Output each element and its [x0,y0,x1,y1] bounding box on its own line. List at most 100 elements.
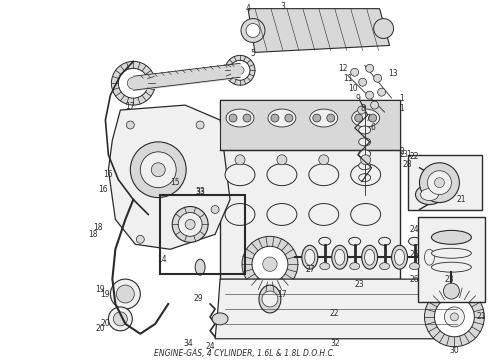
Circle shape [242,237,298,292]
Text: 23: 23 [355,280,365,289]
Text: 2: 2 [399,147,404,156]
Ellipse shape [302,245,318,269]
Text: 12: 12 [338,64,347,73]
Text: 10: 10 [348,84,358,93]
Circle shape [235,155,245,165]
Bar [408,155,482,210]
Circle shape [351,68,359,76]
Text: 4: 4 [245,4,250,13]
Text: 13: 13 [388,69,397,78]
Circle shape [285,114,293,122]
Circle shape [263,257,277,271]
Text: 18: 18 [89,230,98,239]
Ellipse shape [365,249,375,265]
Circle shape [140,152,176,188]
Circle shape [435,178,444,188]
Ellipse shape [268,109,296,127]
Circle shape [119,68,148,98]
Ellipse shape [409,237,420,245]
Ellipse shape [212,313,228,325]
Text: 16: 16 [98,185,108,194]
Text: 11: 11 [343,74,352,83]
Circle shape [113,312,127,326]
Text: 21: 21 [477,312,486,321]
Circle shape [110,279,140,309]
Circle shape [435,297,474,337]
Text: 17: 17 [125,102,135,111]
Circle shape [419,163,460,203]
Circle shape [327,114,335,122]
Text: 20: 20 [96,324,105,333]
Ellipse shape [352,109,380,127]
Ellipse shape [359,150,370,158]
Circle shape [151,163,165,177]
Circle shape [427,171,451,195]
Ellipse shape [319,237,331,245]
Text: 28: 28 [403,160,412,169]
Text: 6: 6 [370,123,375,132]
Ellipse shape [351,203,381,225]
Text: 33: 33 [195,188,205,197]
Text: 7: 7 [365,113,370,122]
Circle shape [374,19,393,39]
Ellipse shape [379,237,391,245]
Circle shape [271,114,279,122]
Ellipse shape [225,203,255,225]
Bar [220,100,399,279]
Text: 30: 30 [449,346,459,355]
Text: 32: 32 [330,339,340,348]
Text: 26: 26 [410,275,419,284]
Circle shape [319,155,329,165]
Ellipse shape [349,237,361,245]
Text: 21: 21 [457,195,466,204]
Text: 3: 3 [280,2,285,11]
Ellipse shape [420,189,439,201]
Circle shape [230,60,250,80]
Text: 1: 1 [399,104,404,113]
Circle shape [359,78,367,86]
Circle shape [262,291,278,307]
Ellipse shape [320,263,330,270]
Text: 22: 22 [330,309,340,318]
Text: 22: 22 [410,152,419,161]
Circle shape [374,74,382,82]
Ellipse shape [309,164,339,186]
Text: 33: 33 [195,187,205,196]
Text: 18: 18 [94,223,103,232]
Text: 15: 15 [171,178,180,187]
Ellipse shape [394,249,405,265]
Circle shape [136,235,144,243]
Ellipse shape [416,185,443,204]
Circle shape [116,285,134,303]
Text: 2: 2 [399,150,404,159]
Circle shape [443,283,460,299]
Circle shape [196,121,204,129]
Circle shape [130,142,186,198]
Circle shape [444,307,465,327]
Circle shape [366,64,374,72]
Ellipse shape [359,126,370,134]
Text: 1: 1 [399,94,404,103]
Circle shape [126,121,134,129]
Circle shape [446,309,463,325]
Circle shape [277,155,287,165]
Ellipse shape [410,263,419,270]
Circle shape [178,212,202,237]
Circle shape [313,114,321,122]
Ellipse shape [351,164,381,186]
Circle shape [225,55,255,85]
Text: 31: 31 [403,150,413,159]
Circle shape [355,114,363,122]
Circle shape [361,155,370,165]
Text: 24: 24 [205,342,215,351]
Ellipse shape [392,245,408,269]
Circle shape [172,207,208,242]
Text: 34: 34 [183,339,193,348]
Ellipse shape [305,249,315,265]
Text: 24: 24 [410,225,419,234]
Text: 17: 17 [277,289,287,298]
Circle shape [236,66,244,74]
Ellipse shape [309,203,339,225]
Text: 25: 25 [410,250,419,259]
Text: 9: 9 [355,94,360,103]
